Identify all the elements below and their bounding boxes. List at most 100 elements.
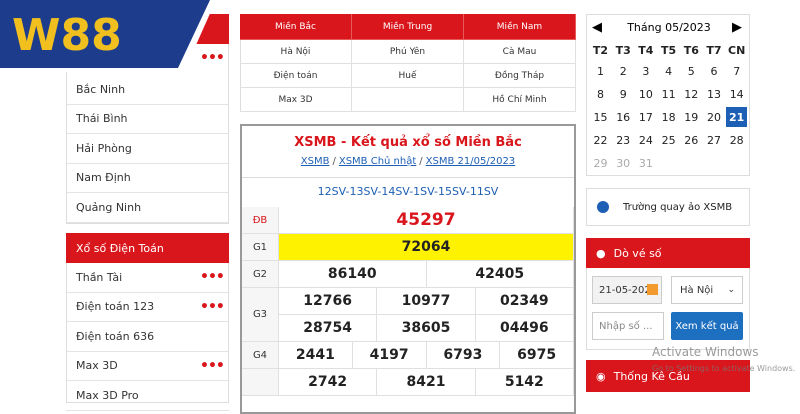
breadcrumb: XSMB / XSMB Chủ nhật / XSMB 21/05/2023 <box>242 156 574 167</box>
prize-label: G1 <box>242 234 279 261</box>
province-item[interactable]: Bắc Ninh <box>66 75 229 105</box>
more-dots[interactable]: ••• <box>200 357 225 374</box>
province-item[interactable]: Hải Phòng <box>66 134 229 164</box>
calendar-title: Tháng 05/2023 <box>627 21 711 34</box>
logo-text: W88 <box>12 10 122 61</box>
region-cell[interactable]: Hồ Chí Minh <box>464 88 576 112</box>
prize-label: G2 <box>242 261 279 288</box>
prize-number: 4197 <box>352 342 427 369</box>
play-icon <box>597 201 609 213</box>
day[interactable]: 2 <box>619 64 627 78</box>
region-header[interactable]: Miền Bắc <box>240 14 352 40</box>
day[interactable]: 6 <box>710 64 718 78</box>
prev-month[interactable]: ◀ <box>592 20 602 35</box>
day[interactable]: 28 <box>729 133 744 147</box>
province-item[interactable]: Quảng Ninh <box>66 193 229 223</box>
region-cell[interactable]: Max 3D <box>240 88 352 112</box>
day[interactable]: 11 <box>661 87 676 101</box>
region-cell[interactable]: Điện toán <box>240 64 352 88</box>
submit-button[interactable]: Xem kết quả <box>671 312 743 340</box>
day[interactable]: 3 <box>642 64 650 78</box>
menu-item[interactable]: Điện toán 123 <box>66 293 229 322</box>
day[interactable]: 17 <box>638 110 653 124</box>
more-dots[interactable]: ••• <box>200 269 225 285</box>
day[interactable]: 10 <box>638 87 653 101</box>
codes: 12SV-13SV-14SV-1SV-15SV-11SV <box>317 185 499 198</box>
region-cell[interactable]: Cà Mau <box>464 40 576 64</box>
day[interactable]: 18 <box>661 110 676 124</box>
day[interactable]: 29 <box>593 156 608 170</box>
prize-number: 72064 <box>279 234 574 261</box>
day[interactable]: 27 <box>707 133 721 147</box>
day[interactable]: 21 <box>726 107 748 127</box>
province-select[interactable]: Hà Nội ⌄ <box>671 276 743 304</box>
day[interactable]: 7 <box>733 64 741 78</box>
prize-number: 86140 <box>279 261 427 288</box>
day[interactable]: 24 <box>638 133 653 147</box>
day[interactable]: 19 <box>684 110 699 124</box>
breadcrumb-link[interactable]: XSMB 21/05/2023 <box>425 156 516 167</box>
day[interactable]: 22 <box>593 133 608 147</box>
studio-link[interactable]: Trường quay ảo XSMB <box>586 188 750 226</box>
day[interactable]: 15 <box>593 110 608 124</box>
day[interactable]: 13 <box>707 87 721 101</box>
menu-item[interactable]: Thần Tài <box>66 263 229 293</box>
region-cell[interactable]: Huế <box>352 64 464 88</box>
day[interactable]: 8 <box>597 87 604 101</box>
region-header[interactable]: Miền Trung <box>352 14 464 40</box>
separator: / <box>419 156 423 167</box>
region-cell[interactable]: Hà Nội <box>240 40 352 64</box>
prize-number: 2742 <box>279 369 378 396</box>
prize-number: 45297 <box>279 207 574 234</box>
ticket-title: Dò vé số <box>613 246 662 260</box>
menu-item[interactable]: Max 3D <box>66 352 229 381</box>
weekday: T3 <box>615 43 631 57</box>
day[interactable]: 12 <box>684 87 699 101</box>
prize-number: 02349 <box>475 288 574 315</box>
number-input[interactable]: Nhập số ... <box>592 312 664 340</box>
separator: / <box>332 156 336 167</box>
region-cell[interactable]: Đồng Tháp <box>464 64 576 88</box>
prize-number: 5142 <box>475 369 574 396</box>
weekday: T5 <box>661 43 677 57</box>
day[interactable]: 25 <box>661 133 676 147</box>
day[interactable]: 20 <box>707 110 721 124</box>
day[interactable]: 30 <box>616 156 631 170</box>
day[interactable]: 4 <box>665 64 673 78</box>
day[interactable]: 9 <box>619 87 627 101</box>
day[interactable]: 23 <box>616 133 631 147</box>
weekday: T4 <box>638 43 654 57</box>
region-cell[interactable]: Phú Yên <box>352 40 464 64</box>
prize-number: 38605 <box>377 315 476 342</box>
breadcrumb-link[interactable]: XSMB Chủ nhật <box>338 156 417 167</box>
day[interactable]: 5 <box>687 64 695 78</box>
day[interactable]: 31 <box>638 156 653 170</box>
province-item[interactable]: Nam Định <box>66 164 229 193</box>
breadcrumb-link[interactable]: XSMB <box>300 156 330 167</box>
prize-label: G4 <box>242 342 279 369</box>
logo[interactable]: W88 <box>0 0 220 76</box>
province-item[interactable]: Thái Bình <box>66 105 229 134</box>
region-cell <box>352 88 464 112</box>
weekday: CN <box>728 43 746 57</box>
region-header[interactable]: Miền Nam <box>464 14 576 40</box>
studio-text: Trường quay ảo XSMB <box>623 201 733 213</box>
calendar <box>586 14 750 176</box>
prize-number: 2441 <box>279 342 353 369</box>
next-month[interactable]: ▶ <box>732 20 742 35</box>
menu-item[interactable]: Max 3D Pro <box>66 381 229 411</box>
stats-header[interactable]: ◉ Thống Kê Cầu <box>586 360 750 392</box>
prize-number: 42405 <box>426 261 574 288</box>
day[interactable]: 14 <box>729 87 744 101</box>
weekday: T6 <box>683 43 699 57</box>
more-dots[interactable]: ••• <box>200 298 225 315</box>
day[interactable]: 26 <box>684 133 699 147</box>
more-dots[interactable]: ••• <box>200 50 225 66</box>
section-header: Xổ số Điện Toán <box>66 233 229 263</box>
weekday: T7 <box>706 43 722 57</box>
day[interactable]: 16 <box>616 110 631 124</box>
date-input[interactable]: 21-05-202 <box>592 276 662 304</box>
prize-number: 8421 <box>377 369 476 396</box>
day[interactable]: 1 <box>597 64 604 78</box>
menu-item[interactable]: Điện toán 636 <box>66 322 229 352</box>
